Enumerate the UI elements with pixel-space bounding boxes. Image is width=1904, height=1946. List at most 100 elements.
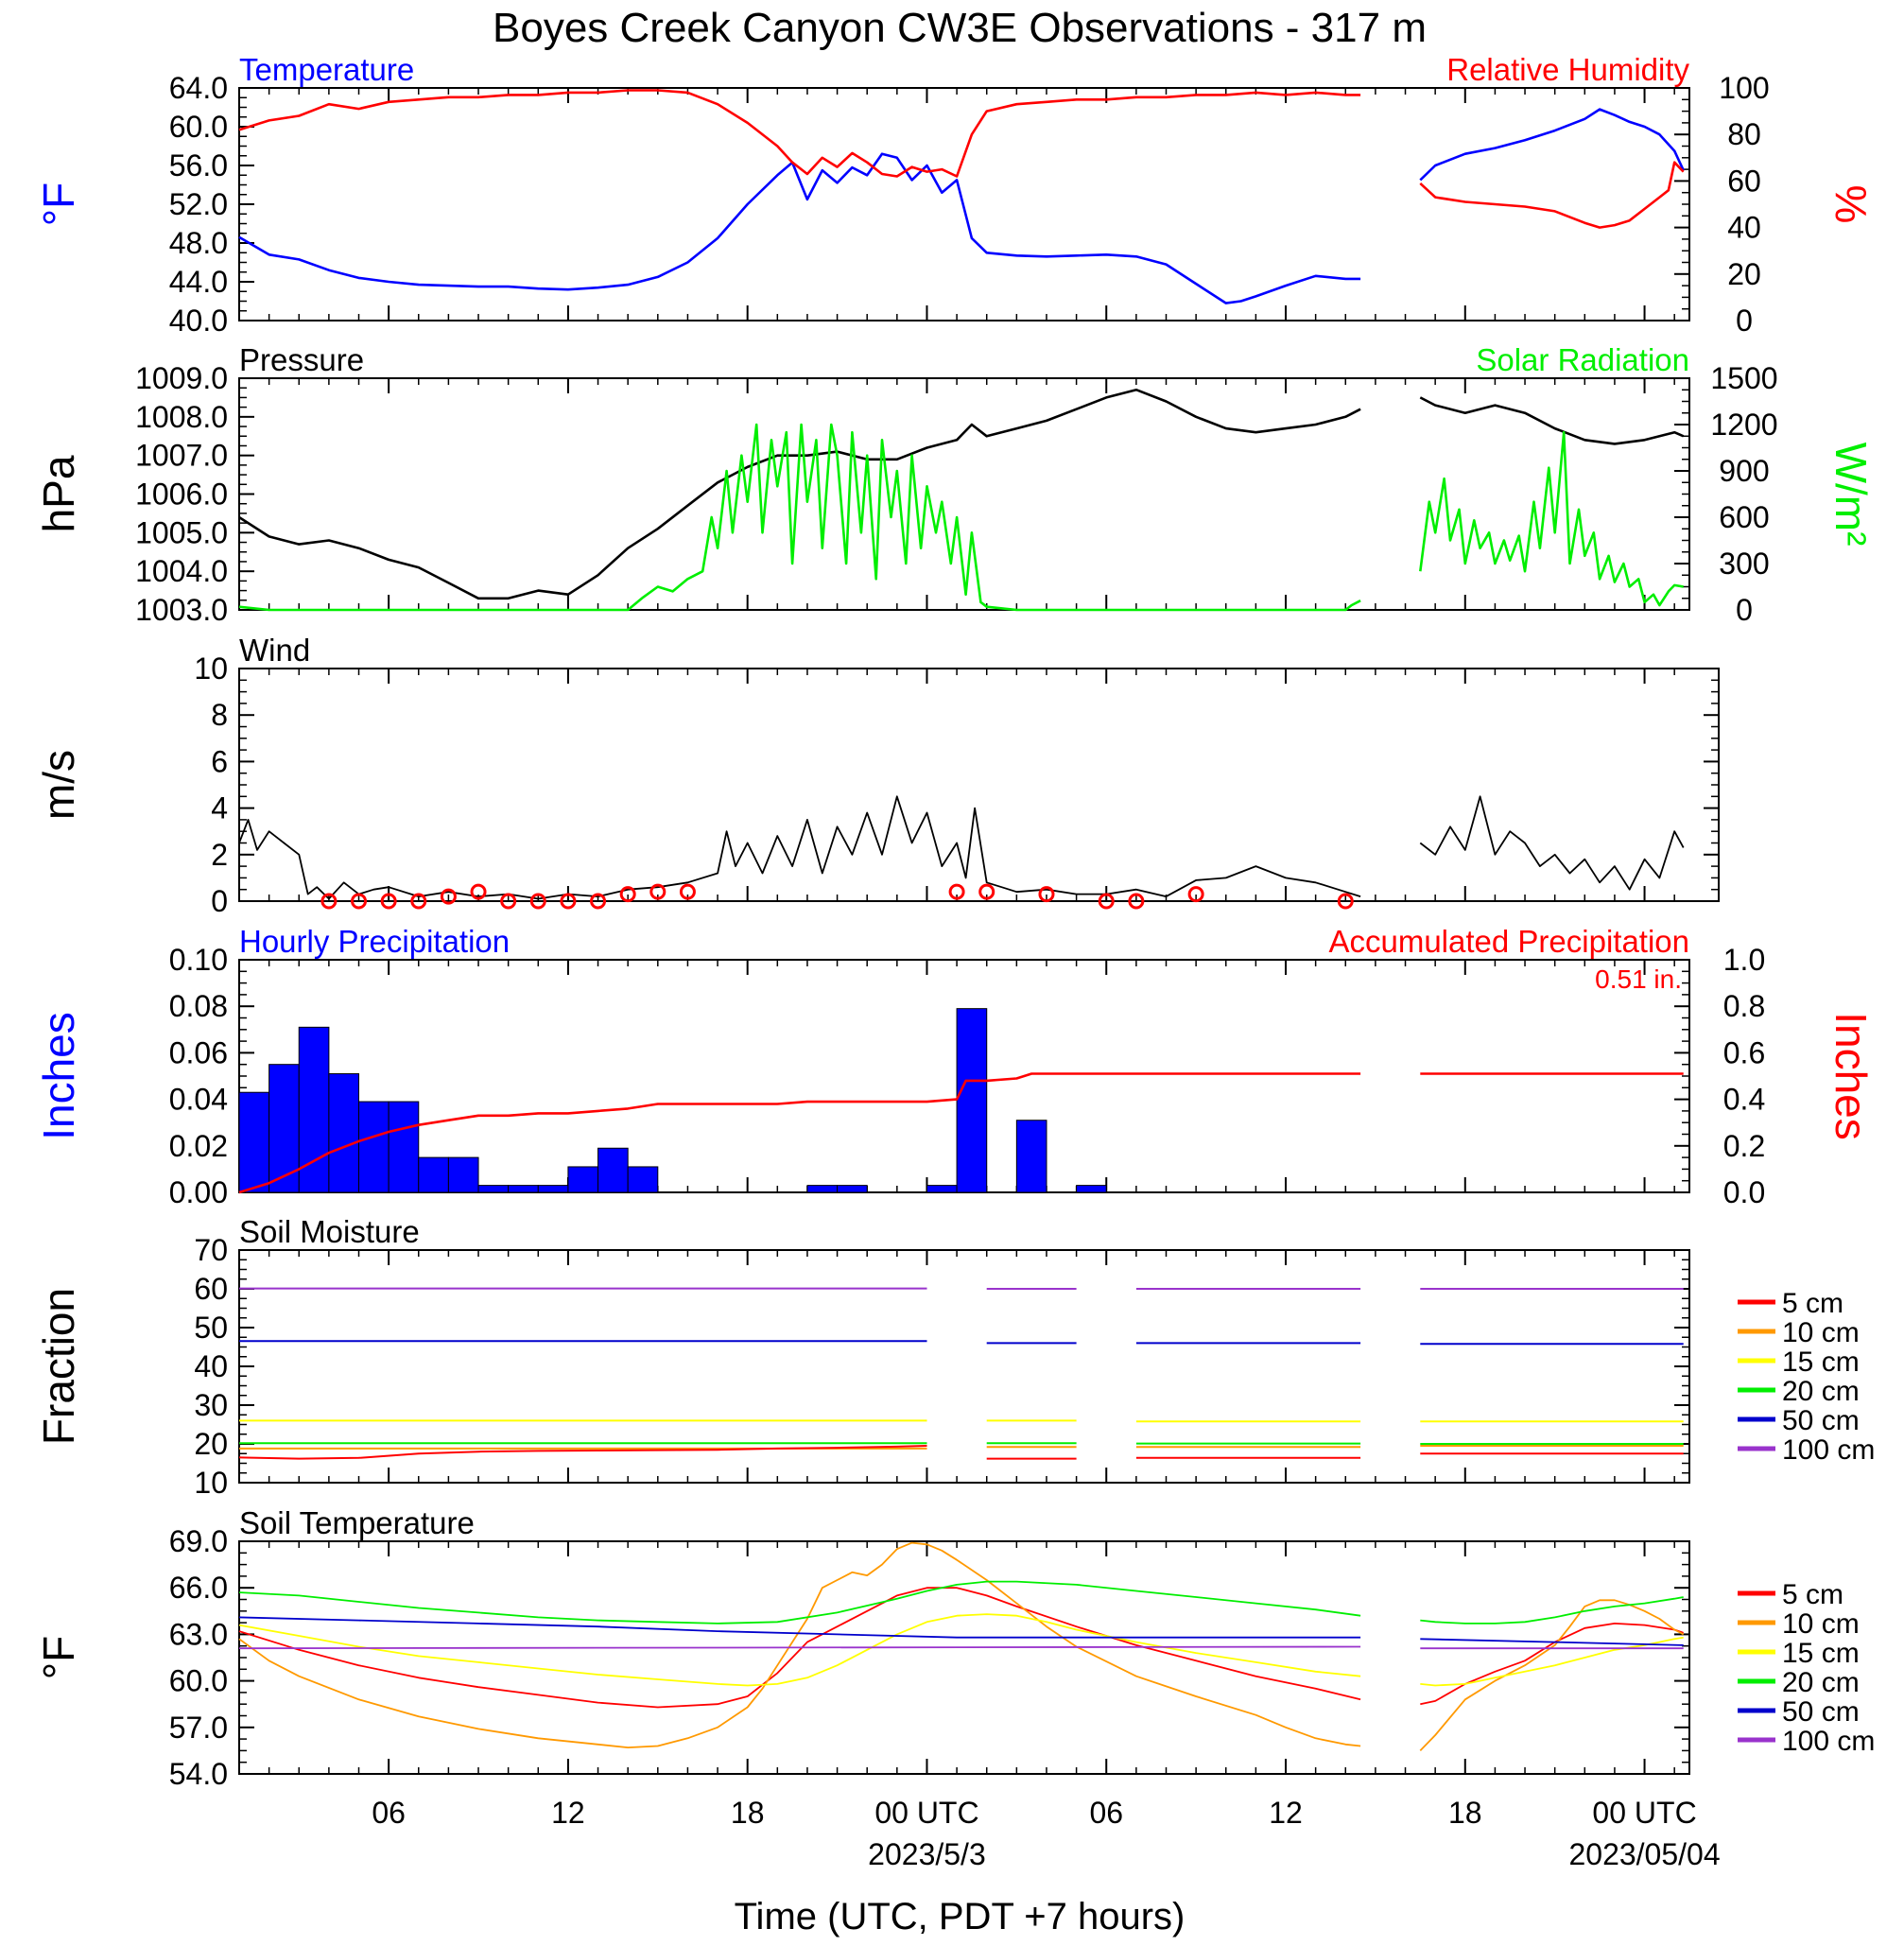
temp_rh-ylabel-left: °F	[34, 182, 83, 227]
y-tick-label: 69.0	[169, 1524, 228, 1558]
y-tick-label: 900	[1719, 454, 1769, 488]
y-tick-label: 60	[194, 1272, 228, 1306]
y-tick-label: 0.04	[169, 1083, 228, 1117]
precip-bar	[627, 1166, 659, 1193]
wind-calm-marker	[679, 883, 696, 900]
precip-bar	[567, 1166, 599, 1193]
y-tick-label: 0.8	[1723, 989, 1765, 1023]
precip-bar	[1015, 1120, 1047, 1193]
y-tick-label: 1006.0	[135, 478, 228, 512]
series-line-relative-humidity	[1419, 161, 1685, 229]
y-tick-label: 0.02	[169, 1129, 228, 1163]
precip-bar	[837, 1185, 868, 1193]
x-date-label: 2023/5/3	[868, 1837, 986, 1871]
x-tick-label: 12	[1269, 1796, 1303, 1830]
y-tick-label: 54.0	[169, 1757, 228, 1791]
wind-frame	[238, 668, 1720, 902]
precip-panel: 0.00 0.02 0.04 0.06 0.08 0.10 0.0 0.2 0.4 0.6 0.8 1…	[34, 924, 1876, 1209]
y-tick-label: 0	[1736, 304, 1753, 338]
x-tick-label: 00 UTC	[874, 1796, 978, 1830]
wind-calm-marker	[1038, 886, 1055, 903]
precip-bar	[388, 1101, 420, 1193]
y-tick-label: 0.6	[1723, 1035, 1765, 1069]
wind-calm-marker	[440, 888, 457, 905]
legend-label: 5 cm	[1782, 1288, 1843, 1319]
precip-right-title: Accumulated Precipitation	[1328, 924, 1689, 959]
series-line-solar-radiation	[1419, 430, 1684, 607]
precip-bar	[418, 1156, 449, 1193]
soil_moisture-ylabel-left: Fraction	[34, 1288, 83, 1445]
legend-label: 100 cm	[1782, 1434, 1875, 1466]
y-tick-label: 56.0	[169, 148, 228, 182]
y-tick-label: 60	[1727, 164, 1761, 198]
legend-label: 10 cm	[1782, 1317, 1860, 1348]
x-tick-label: 06	[372, 1796, 406, 1830]
wind-calm-marker	[619, 886, 636, 903]
y-tick-label: 66.0	[169, 1571, 228, 1605]
wind-calm-marker	[320, 893, 338, 910]
series-line-pressure	[238, 388, 1361, 600]
y-tick-label: 20	[194, 1427, 228, 1461]
y-tick-label: 64.0	[169, 71, 228, 105]
wind-calm-marker	[1187, 886, 1204, 903]
y-tick-label: 40	[1727, 211, 1761, 245]
pressure_solar-ylabel-left: hPa	[34, 455, 83, 532]
page-title: Boyes Creek Canyon CW3E Observations - 3…	[493, 5, 1427, 51]
y-tick-label: 0.10	[169, 943, 228, 977]
y-tick-label: 20	[1727, 257, 1761, 291]
legend-label: 50 cm	[1782, 1696, 1860, 1728]
wind-calm-marker	[948, 883, 965, 900]
y-tick-label: 0.06	[169, 1035, 228, 1069]
legend-label: 20 cm	[1782, 1667, 1860, 1698]
series-line-relative-humidity	[238, 89, 1361, 178]
y-tick-label: 0.00	[169, 1175, 228, 1209]
y-tick-label: 0.2	[1723, 1129, 1765, 1163]
y-tick-label: 4	[211, 791, 228, 825]
y-tick-label: 70	[194, 1233, 228, 1267]
temp_rh-panel: 40.0 44.0 48.0 52.0 56.0 60.0 64.0 0 20 40 60 80 100…	[34, 52, 1876, 338]
y-tick-label: 40.0	[169, 304, 228, 338]
legend-label: 50 cm	[1782, 1405, 1860, 1436]
y-tick-label: 1200	[1710, 408, 1777, 442]
y-tick-label: 57.0	[169, 1711, 228, 1745]
soil_moisture-left-title: Soil Moisture	[239, 1214, 420, 1249]
series-line-5-cm	[1420, 1623, 1684, 1706]
precip-ylabel-right: Inches	[1826, 1012, 1876, 1140]
y-tick-label: 300	[1719, 547, 1769, 581]
x-axis-label: Time (UTC, PDT +7 hours)	[735, 1896, 1186, 1937]
y-tick-label: 1008.0	[135, 400, 228, 434]
wind-calm-marker	[351, 893, 368, 910]
pressure_solar-left-title: Pressure	[239, 342, 364, 377]
series-line-50-cm	[1420, 1638, 1684, 1646]
wind-ylabel-left: m/s	[34, 750, 83, 820]
wind-calm-marker	[500, 893, 517, 910]
precip-bar	[268, 1064, 300, 1193]
legend-label: 20 cm	[1782, 1376, 1860, 1407]
wind-calm-marker	[978, 883, 995, 900]
wind-panel: 0 2 4 6 8 10 Wind m/s	[34, 633, 1720, 918]
series-line-5-cm	[238, 1587, 1361, 1709]
y-tick-label: 1003.0	[135, 593, 228, 627]
y-tick-label: 60.0	[169, 1664, 228, 1698]
y-tick-label: 1007.0	[135, 439, 228, 473]
wind-calm-marker	[410, 893, 427, 910]
x-tick-label: 18	[1448, 1796, 1482, 1830]
precip-left-title: Hourly Precipitation	[239, 924, 510, 959]
soil_temp-frame	[238, 1540, 1690, 1775]
x-tick-label: 12	[551, 1796, 585, 1830]
y-tick-label: 0.0	[1723, 1175, 1765, 1209]
legend-label: 15 cm	[1782, 1638, 1860, 1669]
precip-bar	[358, 1101, 389, 1193]
series-line-pressure	[1419, 396, 1685, 445]
precip-bar	[298, 1026, 330, 1193]
precip-bar	[956, 1008, 988, 1193]
y-tick-label: 8	[211, 698, 228, 732]
soil_temp-panel: 54.0 57.0 60.0 63.0 66.0 69.0 Soil Temperature…	[34, 1505, 1875, 1871]
y-tick-label: 80	[1727, 117, 1761, 151]
precip-bar	[537, 1185, 569, 1193]
temp_rh-right-title: Relative Humidity	[1446, 52, 1689, 87]
y-tick-label: 30	[194, 1388, 228, 1422]
y-tick-label: 6	[211, 744, 228, 778]
